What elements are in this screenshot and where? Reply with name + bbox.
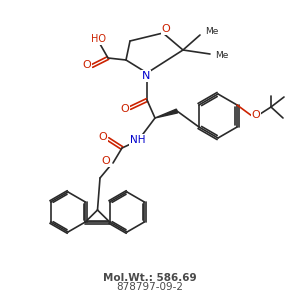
Text: Me: Me <box>205 26 218 35</box>
Text: O: O <box>252 110 260 120</box>
Polygon shape <box>155 109 178 118</box>
Text: NH: NH <box>130 135 146 145</box>
Text: O: O <box>99 132 107 142</box>
Text: HO: HO <box>92 34 106 44</box>
Text: O: O <box>82 60 91 70</box>
Text: Me: Me <box>215 52 228 61</box>
Text: O: O <box>102 156 110 166</box>
Text: O: O <box>121 104 129 114</box>
Text: 878797-09-2: 878797-09-2 <box>116 282 184 292</box>
Text: Mol.Wt.: 586.69: Mol.Wt.: 586.69 <box>103 273 197 283</box>
Text: O: O <box>162 24 170 34</box>
Text: N: N <box>142 71 150 81</box>
